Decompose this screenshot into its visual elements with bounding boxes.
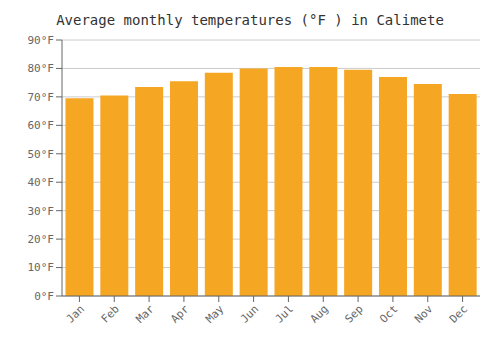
svg-text:Dec: Dec bbox=[447, 302, 470, 325]
svg-text:10°F: 10°F bbox=[28, 261, 55, 274]
svg-text:50°F: 50°F bbox=[28, 148, 55, 161]
svg-text:40°F: 40°F bbox=[28, 176, 55, 189]
svg-text:Aug: Aug bbox=[308, 302, 331, 325]
svg-text:Mar: Mar bbox=[133, 302, 157, 326]
svg-text:Jul: Jul bbox=[273, 302, 296, 325]
svg-text:20°F: 20°F bbox=[28, 233, 55, 246]
svg-text:Oct: Oct bbox=[377, 302, 400, 325]
svg-text:0°F: 0°F bbox=[34, 290, 54, 303]
svg-text:70°F: 70°F bbox=[28, 91, 55, 104]
svg-text:60°F: 60°F bbox=[28, 119, 55, 132]
svg-text:Feb: Feb bbox=[99, 302, 122, 325]
svg-text:30°F: 30°F bbox=[28, 205, 55, 218]
svg-text:80°F: 80°F bbox=[28, 62, 55, 75]
svg-text:Jan: Jan bbox=[64, 302, 87, 325]
svg-text:Sep: Sep bbox=[342, 302, 365, 325]
svg-text:90°F: 90°F bbox=[28, 34, 55, 47]
html-text:Average monthly temperatures (: Average monthly temperatures (°F ) in Ca… bbox=[56, 12, 444, 28]
svg-text:Apr: Apr bbox=[168, 302, 192, 326]
svg-text:Jun: Jun bbox=[238, 302, 261, 325]
svg-text:May: May bbox=[203, 302, 227, 326]
svg-text:Nov: Nov bbox=[412, 302, 436, 326]
